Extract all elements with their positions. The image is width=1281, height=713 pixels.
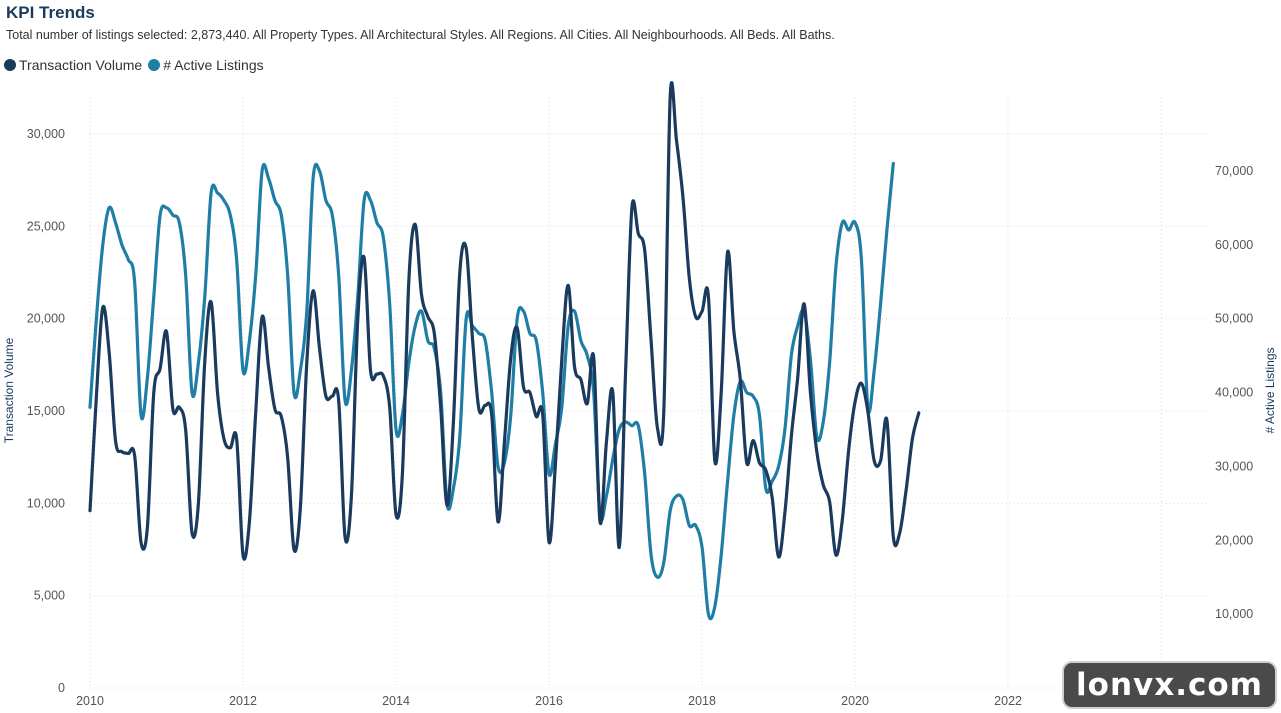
x-tick-label: 2010 <box>76 694 104 708</box>
y-right-tick-label: 50,000 <box>1215 312 1253 326</box>
y-right-axis-title: # Active Listings <box>1263 347 1277 433</box>
y-left-tick-label: 20,000 <box>27 312 65 326</box>
watermark-logo: lonvx.com <box>1062 661 1277 709</box>
chart-subtitle: Total number of listings selected: 2,873… <box>6 28 835 42</box>
x-tick-label: 2016 <box>535 694 563 708</box>
y-left-tick-label: 25,000 <box>27 219 65 233</box>
legend-item-active-listings[interactable]: # Active Listings <box>148 57 264 73</box>
chart-title: KPI Trends <box>6 3 95 22</box>
y-left-tick-label: 0 <box>58 681 65 695</box>
legend-item-transaction-volume[interactable]: Transaction Volume <box>4 57 142 73</box>
series-line-transaction-volume <box>88 81 921 561</box>
legend-dot-active-listings <box>148 59 161 71</box>
x-tick-label: 2012 <box>229 694 257 708</box>
legend-label-active-listings: # Active Listings <box>163 57 264 73</box>
y-right-tick-label: 20,000 <box>1215 533 1253 547</box>
x-tick-label: 2022 <box>994 694 1022 708</box>
y-right-tick-label: 40,000 <box>1215 386 1253 400</box>
y-right-tick-label: 10,000 <box>1215 607 1253 621</box>
y-left-tick-label: 5,000 <box>34 589 65 603</box>
legend-label-transaction-volume: Transaction Volume <box>19 57 143 73</box>
y-right-tick-label: 70,000 <box>1215 164 1253 178</box>
y-left-tick-label: 30,000 <box>27 127 65 141</box>
y-left-tick-label: 15,000 <box>27 404 65 418</box>
y-left-axis-title: Transaction Volume <box>2 337 16 443</box>
legend-dot-transaction-volume <box>4 59 16 71</box>
series-line-active-listings <box>88 161 895 621</box>
x-tick-label: 2018 <box>688 694 716 708</box>
y-left-tick-label: 10,000 <box>27 496 65 510</box>
legend: Transaction Volume # Active Listings <box>4 57 270 73</box>
x-tick-label: 2014 <box>382 694 410 708</box>
y-right-tick-label: 60,000 <box>1215 238 1253 252</box>
y-right-tick-label: 30,000 <box>1215 459 1253 473</box>
x-tick-label: 2020 <box>841 694 869 708</box>
